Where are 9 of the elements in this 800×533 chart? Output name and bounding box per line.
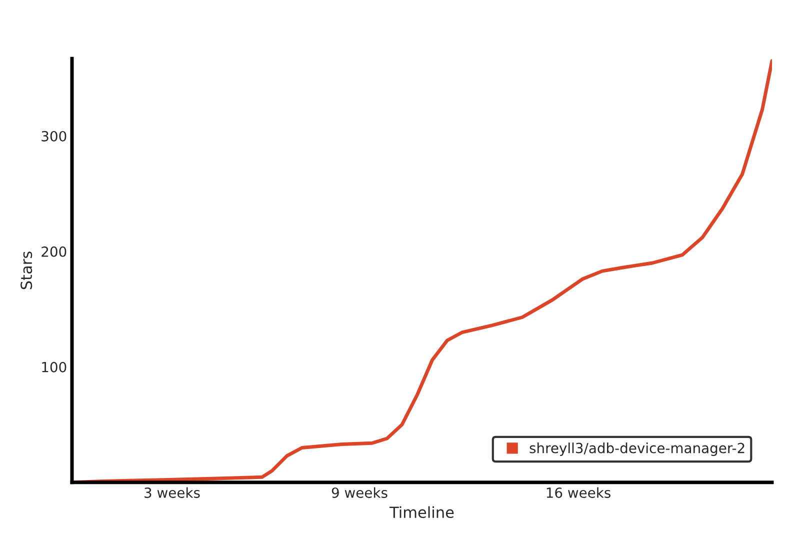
x-tick-label: 9 weeks xyxy=(332,487,388,498)
y-tick-label: 300 xyxy=(42,130,66,142)
x-tick-label: 16 weeks xyxy=(546,487,610,498)
x-axis-title: Timeline xyxy=(389,506,454,518)
x-tick-label: 3 weeks xyxy=(144,487,200,498)
y-tick-label: 100 xyxy=(42,362,66,372)
legend-label: shreyll3/adb-device-manager-2 xyxy=(530,442,744,456)
y-axis-title: Stars xyxy=(20,252,32,290)
y-tick-label: 200 xyxy=(42,246,66,257)
